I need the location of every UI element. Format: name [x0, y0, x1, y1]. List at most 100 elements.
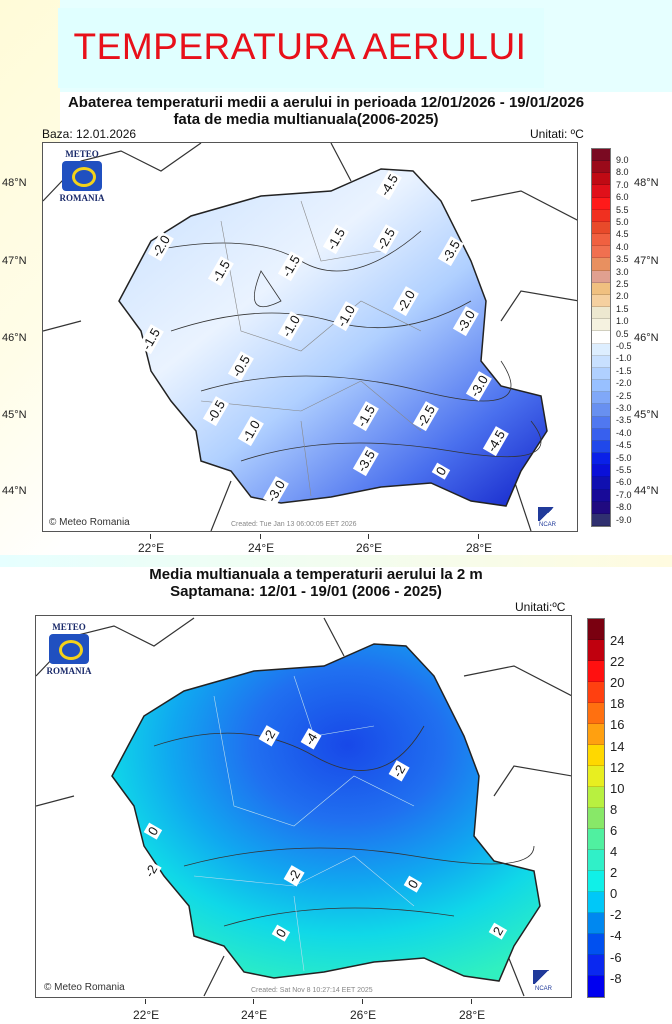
legend-swatch [592, 465, 610, 478]
lon-tick [253, 999, 254, 1004]
lat-label-left: 45°N [2, 409, 27, 421]
legend-swatch [592, 221, 610, 235]
legend-label: -2.0 [616, 378, 632, 389]
legend-swatch [592, 404, 610, 417]
legend-swatch [588, 934, 604, 955]
legend-label: 12 [610, 759, 625, 775]
lon-label: 28°E [466, 541, 493, 555]
ncar-logo-icon [538, 507, 556, 521]
legend-label: 18 [610, 696, 625, 712]
legend-swatch [588, 619, 604, 640]
legend-swatch [588, 724, 604, 745]
legend-swatch [588, 745, 604, 766]
legend-label: 8.0 [616, 167, 629, 178]
legend-label: -6.0 [616, 477, 632, 488]
legend-swatch [592, 246, 610, 259]
lat-label-left: 44°N [2, 485, 27, 497]
lon-tick [478, 534, 479, 539]
map1-title-line2: fata de media multianuala(2006-2025) [173, 111, 439, 128]
legend-label: 20 [610, 675, 625, 691]
legend-label: 7.0 [616, 179, 629, 190]
map2-color-legend [587, 618, 605, 998]
legend-swatch [588, 892, 604, 913]
map1-base-date: Baza: 12.01.2026 [42, 127, 137, 141]
lat-label-right: 46°N [634, 332, 659, 344]
legend-label: 14 [610, 738, 625, 754]
legend-swatch [592, 392, 610, 405]
legend-swatch [592, 331, 610, 344]
legend-label: -6 [610, 949, 622, 965]
lat-label-right: 47°N [634, 255, 659, 267]
legend-swatch [592, 513, 610, 526]
legend-swatch [588, 850, 604, 871]
legend-label: 0 [610, 886, 618, 902]
legend-swatch [592, 294, 610, 308]
map2-copyright: © Meteo Romania [44, 982, 125, 993]
legend-swatch [592, 258, 610, 271]
map1-ncar-text: NCAR [539, 522, 557, 528]
title-box [58, 8, 544, 88]
lon-tick [362, 999, 363, 1004]
legend-swatch [588, 661, 604, 682]
legend-swatch [592, 185, 610, 198]
legend-swatch [588, 829, 604, 850]
lat-label-left: 46°N [2, 332, 27, 344]
legend-swatch [592, 319, 610, 332]
legend-label: -3.0 [616, 403, 632, 413]
lon-tick [145, 999, 146, 1004]
legend-swatch [592, 161, 610, 174]
legend-label: 2.5 [616, 279, 629, 289]
legend-label: 2.0 [616, 291, 629, 302]
map1-county-borders [200, 200, 422, 497]
map2-ncar-text: NCAR [535, 986, 553, 992]
map2-svg [36, 617, 571, 997]
map1-color-legend [591, 148, 611, 527]
lon-label: 22°E [133, 1008, 160, 1022]
legend-label: -0.5 [616, 341, 632, 351]
legend-swatch [592, 282, 610, 295]
page-title: TEMPERATURA AERULUI [73, 26, 527, 67]
legend-swatch [592, 307, 610, 320]
legend-swatch [592, 173, 610, 186]
legend-label: -1.0 [616, 353, 632, 364]
legend-swatch [592, 367, 610, 381]
map1-units: Unitati: ºC [530, 127, 584, 141]
legend-label: 5.0 [616, 217, 629, 227]
legend-label: -2 [610, 907, 622, 923]
legend-swatch [588, 913, 604, 934]
legend-label: 3.0 [616, 266, 629, 277]
legend-label: 0.5 [616, 328, 629, 339]
legend-label: -3.5 [616, 415, 632, 426]
legend-label: -1.5 [616, 365, 632, 376]
map2-created: Created: Sat Nov 8 10:27:14 EET 2025 [251, 987, 373, 994]
legend-label: 16 [610, 717, 625, 733]
legend-label: 1.0 [616, 316, 629, 327]
meteo-romania-logo-2: METEO ROMANIA [46, 622, 92, 676]
legend-label: 6.0 [616, 192, 629, 203]
map2-romania-outline [111, 643, 541, 982]
legend-label: 22 [610, 654, 625, 670]
lat-label-right: 44°N [634, 485, 659, 497]
legend-label: -4 [610, 928, 622, 944]
lat-label-right: 48°N [634, 177, 659, 189]
lon-label: 22°E [138, 541, 165, 555]
legend-label: -5.0 [616, 452, 632, 463]
legend-label: 24 [610, 633, 625, 648]
legend-swatch [592, 270, 610, 283]
legend-label: -7.0 [616, 489, 632, 500]
map2-neighbor-borders [36, 617, 571, 997]
legend-swatch [592, 355, 610, 368]
map2-units: Unitati:ºC [515, 600, 566, 614]
lon-label: 28°E [459, 1008, 486, 1022]
lon-tick [260, 534, 261, 539]
map2-title-line2: Saptamana: 12/01 - 19/01 (2006 - 2025) [170, 583, 442, 600]
legend-label: -2.5 [616, 390, 632, 401]
lat-label-left: 47°N [2, 255, 27, 267]
map1-copyright: © Meteo Romania [49, 517, 130, 528]
legend-swatch [588, 808, 604, 829]
lon-tick [368, 534, 369, 539]
map2-title-line1: Media multianuala a temperaturii aerului… [149, 566, 483, 583]
legend-swatch [588, 955, 604, 976]
legend-swatch [592, 428, 610, 441]
legend-label: 10 [610, 780, 625, 796]
